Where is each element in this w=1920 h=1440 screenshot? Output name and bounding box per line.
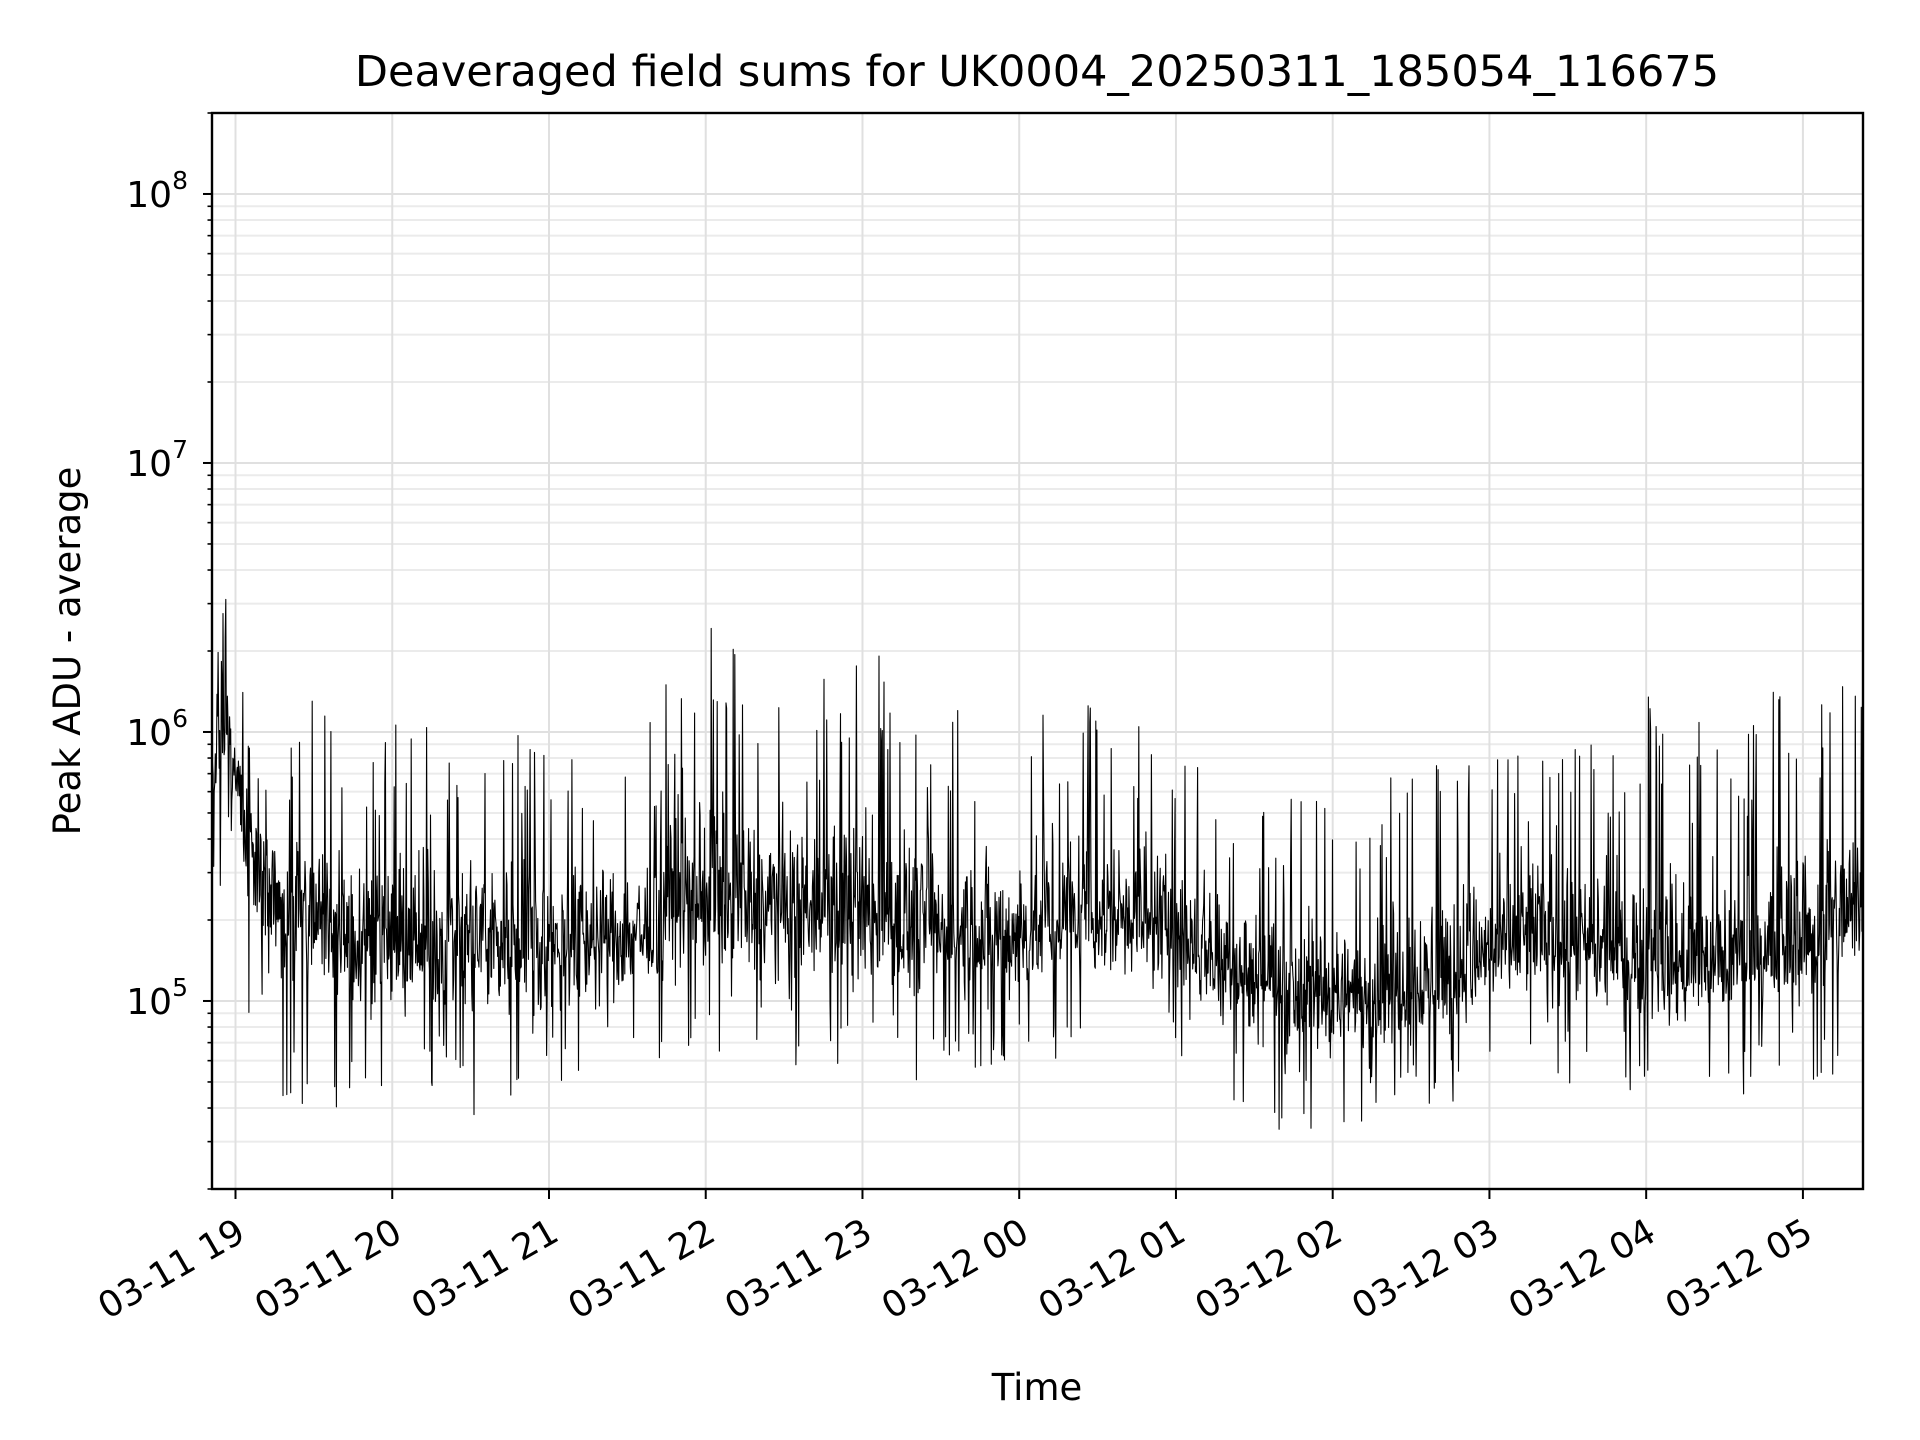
y-tick-exponent: 7 — [172, 435, 188, 464]
y-tick-exponent: 8 — [172, 166, 188, 195]
y-tick-base: 10 — [126, 982, 172, 1023]
y-tick-base: 10 — [126, 444, 172, 485]
y-tick-label: 105 — [126, 973, 188, 1023]
x-axis-label: Time — [991, 1366, 1083, 1409]
y-axis-label: Peak ADU - average — [46, 467, 89, 836]
y-tick-exponent: 6 — [172, 704, 188, 733]
y-tick-label: 106 — [126, 704, 188, 754]
series-line — [211, 598, 1864, 1130]
y-tick-base: 10 — [126, 175, 172, 216]
series-layer — [211, 598, 1864, 1130]
chart-title: Deaveraged field sums for UK0004_2025031… — [355, 47, 1719, 97]
y-tick-label: 108 — [126, 166, 188, 216]
grid — [212, 112, 1863, 1190]
y-tick-label: 107 — [126, 435, 188, 485]
y-tick-exponent: 5 — [172, 973, 188, 1002]
y-tick-base: 10 — [126, 713, 172, 754]
